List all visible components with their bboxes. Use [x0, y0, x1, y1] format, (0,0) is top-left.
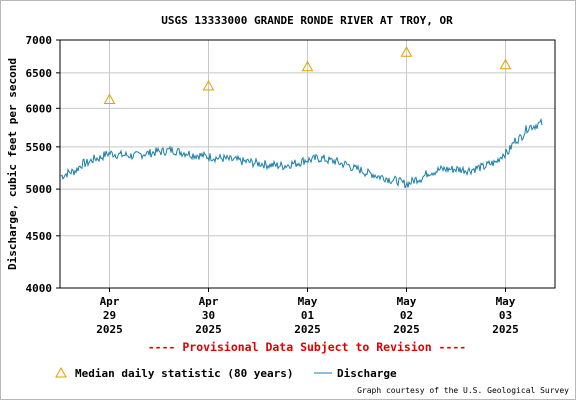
x-tick-label: Apr — [199, 295, 219, 308]
y-axis-ticks: 4000 4500 5000 5500 6000 6500 7000 — [26, 34, 60, 295]
x-tick-label: 2025 — [492, 323, 519, 336]
median-series — [103, 46, 512, 105]
x-tick-label: May — [298, 295, 318, 308]
x-tick-label: 2025 — [96, 323, 123, 336]
provisional-notice: ---- Provisional Data Subject to Revisio… — [148, 340, 467, 354]
y-tick-label: 5500 — [26, 141, 53, 154]
median-marker — [103, 93, 116, 105]
grid-lines — [60, 40, 555, 288]
x-tick-label: Apr — [100, 295, 120, 308]
y-tick-label: 4500 — [26, 230, 53, 243]
y-tick-label: 6500 — [26, 67, 53, 80]
credit-text: Graph courtesy of the U.S. Geological Su… — [357, 386, 569, 395]
legend-discharge-label: Discharge — [337, 367, 397, 380]
x-tick-label: 2025 — [195, 323, 222, 336]
x-tick-label: May — [496, 295, 516, 308]
x-tick-label: May — [397, 295, 417, 308]
x-tick-label: 03 — [499, 309, 512, 322]
median-marker — [499, 58, 512, 70]
discharge-line — [60, 117, 543, 189]
x-tick-label: 30 — [202, 309, 215, 322]
x-tick-label: 2025 — [393, 323, 420, 336]
chart-title: USGS 13333000 GRANDE RONDE RIVER AT TROY… — [161, 14, 453, 27]
legend: Median daily statistic (80 years) Discha… — [55, 366, 397, 380]
x-tick-label: 02 — [400, 309, 413, 322]
plot-border — [59, 39, 556, 289]
x-tick-label: 29 — [103, 309, 116, 322]
y-tick-label: 4000 — [26, 282, 53, 295]
legend-median-label: Median daily statistic (80 years) — [75, 367, 294, 380]
discharge-series — [60, 117, 543, 189]
x-tick-label: 2025 — [294, 323, 321, 336]
plot-area — [60, 46, 543, 189]
y-axis-label: Discharge, cubic feet per second — [6, 58, 19, 270]
median-marker — [400, 46, 413, 57]
median-marker — [301, 60, 314, 72]
y-tick-label: 6000 — [26, 102, 53, 115]
y-tick-label: 7000 — [26, 34, 53, 47]
y-tick-label: 5000 — [26, 183, 53, 196]
x-axis-ticks: Apr292025Apr302025May012025May022025May0… — [96, 288, 519, 336]
median-marker — [202, 79, 215, 91]
legend-triangle-icon — [55, 366, 67, 378]
x-tick-label: 01 — [301, 309, 315, 322]
